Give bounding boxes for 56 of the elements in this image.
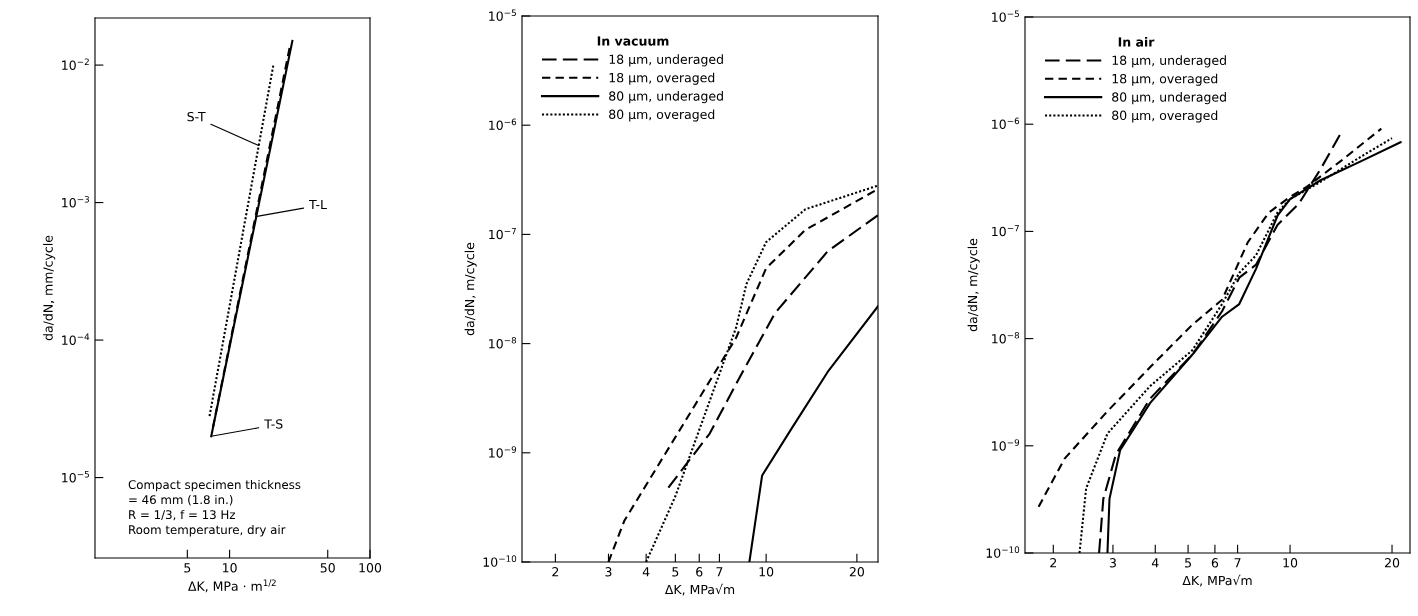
y-tick-label: 10$^{−6}$ xyxy=(992,117,1020,130)
x-tick-label: 3 xyxy=(1109,558,1116,568)
y-tick-label: 10$^{−7}$ xyxy=(992,224,1019,237)
y-tick-label: 10$^{−5}$ xyxy=(489,9,516,21)
annotation: T-L xyxy=(309,199,327,209)
x-tick-label: 10 xyxy=(759,567,774,577)
y-tick-label: 10$^{−5}$ xyxy=(992,10,1019,22)
x-axis-title: ΔK, MPa · m$^{1/2}$ xyxy=(188,579,276,593)
legend-label: 18 µm, underaged xyxy=(1112,55,1226,68)
legend-label: 18 µm, overaged xyxy=(609,72,715,85)
x-tick-label: 3 xyxy=(605,567,612,577)
x-tick-label: 5 xyxy=(672,567,679,577)
x-tick-label: 7 xyxy=(716,567,723,577)
y-tick-label: 10$^{−4}$ xyxy=(62,333,90,345)
x-axis-title: ΔK, MPa√m xyxy=(1182,574,1252,587)
y-axis-title: da/dN, mm/cycle xyxy=(43,235,56,341)
x-tick-label: 5 xyxy=(1185,558,1191,568)
x-tick-label: 4 xyxy=(1151,558,1159,568)
legend-title: In air xyxy=(1118,37,1155,47)
x-tick-label: 7 xyxy=(1234,558,1241,568)
y-tick-label: 10$^{−3}$ xyxy=(62,195,89,208)
legend-title: In vacuum xyxy=(597,36,669,46)
x-tick-label: 50 xyxy=(320,563,335,573)
y-tick-label: 10$^{−2}$ xyxy=(62,58,89,70)
y-tick-label: 10$^{−6}$ xyxy=(489,118,517,131)
y-tick-label: 10$^{−8}$ xyxy=(489,336,517,349)
annotation: T-S xyxy=(264,419,283,429)
x-tick-label: 6 xyxy=(696,567,703,577)
y-tick-label: 10$^{−8}$ xyxy=(992,331,1020,344)
x-tick-label: 4 xyxy=(642,567,650,577)
legend-label: 80 µm, overaged xyxy=(1112,110,1218,123)
x-tick-label: 10 xyxy=(1283,558,1298,568)
x-tick-label: 20 xyxy=(1384,558,1400,568)
legend-label: 80 µm, underaged xyxy=(1112,92,1226,105)
legend-label: 80 µm, overaged xyxy=(609,109,715,122)
x-tick-label: 20 xyxy=(849,567,865,577)
x-tick-label: 6 xyxy=(1211,558,1219,568)
y-axis-title: da/dN, m/cycle xyxy=(464,242,477,336)
legend-label: 18 µm, overaged xyxy=(1112,73,1218,86)
y-tick-label: 10$^{−9}$ xyxy=(992,439,1020,451)
y-tick-label: 10$^{−7}$ xyxy=(489,227,516,240)
y-tick-label: 10$^{−5}$ xyxy=(62,471,89,483)
y-tick-label: 10$^{−10}$ xyxy=(986,546,1020,558)
x-tick-label: 2 xyxy=(552,567,559,577)
x-tick-label: 10 xyxy=(223,563,237,573)
legend-label: 80 µm, underaged xyxy=(609,91,723,104)
x-tick-label: 2 xyxy=(1050,558,1057,568)
x-tick-label: 5 xyxy=(184,563,191,573)
y-axis-title: da/dN, m/cycle xyxy=(967,238,980,332)
x-tick-label: 100 xyxy=(359,563,382,573)
x-axis-title: ΔK, MPa√m xyxy=(664,583,735,596)
annotation: S-T xyxy=(187,111,206,122)
y-tick-label: 10$^{−9}$ xyxy=(489,446,517,458)
y-tick-label: 10$^{−10}$ xyxy=(483,555,517,567)
annotation: Compact specimen thickness = 46 mm (1.8 in.) R = 1/3, f = 13 Hz Room temperature, dry air xyxy=(128,479,301,537)
legend-label: 18 µm, underaged xyxy=(609,54,723,67)
